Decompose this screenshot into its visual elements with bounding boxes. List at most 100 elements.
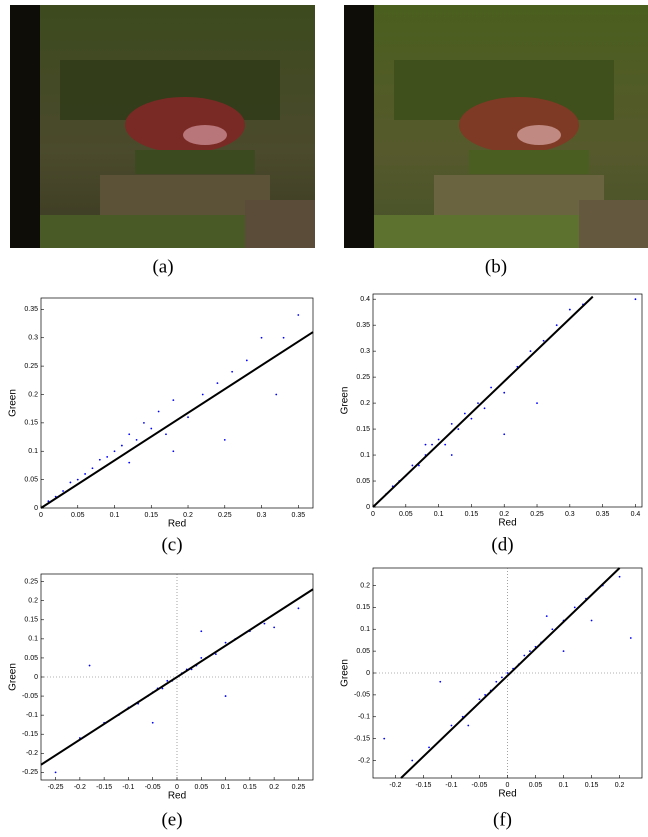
point — [503, 433, 506, 436]
y-tick-label: 0.15 — [356, 426, 370, 433]
point — [450, 724, 453, 727]
y-tick-label: 0.15 — [24, 617, 38, 624]
fit-line — [372, 295, 594, 508]
point — [506, 672, 509, 674]
x-tick-label: 0.4 — [631, 511, 641, 518]
point — [282, 336, 285, 339]
y-tick-label: 0.25 — [356, 374, 370, 381]
y-tick-label: 0.2 — [360, 582, 370, 589]
point — [444, 443, 447, 446]
point — [76, 478, 79, 481]
x-tick-label: -0.1 — [445, 782, 457, 789]
x-tick-label: 0.25 — [218, 512, 232, 519]
fit-line — [400, 567, 621, 779]
point — [200, 630, 203, 633]
point — [457, 428, 460, 430]
point — [484, 693, 486, 696]
x-tick-label: 0.2 — [183, 512, 193, 519]
point — [263, 622, 266, 625]
point — [618, 575, 621, 578]
y-tick-label: 0 — [366, 504, 370, 511]
point — [161, 687, 164, 690]
point — [477, 402, 479, 404]
y-tick-label: 0.35 — [24, 306, 38, 313]
y-axis-label: Green — [340, 387, 351, 415]
fit-line — [40, 331, 314, 509]
point — [245, 359, 248, 362]
y-tick-label: 0.4 — [360, 296, 370, 303]
y-tick-label: 0.15 — [24, 420, 38, 427]
point — [216, 382, 219, 385]
point — [128, 433, 131, 436]
point — [84, 473, 87, 475]
point — [500, 676, 503, 679]
y-tick-label: 0.2 — [28, 391, 38, 398]
y-tick-label: -0.1 — [26, 712, 38, 719]
point — [106, 456, 109, 458]
point — [383, 737, 386, 740]
point — [135, 438, 138, 441]
x-tick-label: -0.25 — [48, 784, 64, 791]
x-tick-label: 0.1 — [110, 512, 120, 519]
point — [143, 421, 145, 424]
y-tick-label: 0.1 — [360, 452, 370, 459]
point — [150, 427, 153, 430]
y-tick-label: 0 — [34, 505, 38, 512]
point — [439, 680, 442, 683]
point — [431, 443, 433, 446]
point — [545, 615, 548, 618]
point — [467, 724, 470, 727]
y-tick-label: -0.15 — [22, 731, 38, 738]
y-tick-label: 0 — [366, 670, 370, 677]
x-tick-label: 0.15 — [585, 782, 599, 789]
point — [424, 443, 427, 446]
point — [450, 454, 453, 456]
caption: (a) — [152, 256, 173, 277]
plot-frame — [372, 293, 643, 508]
y-axis-label: Green — [8, 389, 19, 417]
x-tick-label: 0.1 — [221, 784, 231, 791]
x-tick-label: 0.2 — [269, 784, 279, 791]
x-tick-label: 0.15 — [243, 784, 257, 791]
point — [542, 339, 545, 342]
y-tick-label: 0.15 — [356, 604, 370, 611]
y-tick-label: -0.2 — [358, 757, 370, 764]
x-tick-label: 0.35 — [291, 512, 305, 519]
point — [260, 336, 263, 339]
y-tick-label: -0.15 — [354, 735, 370, 742]
point — [201, 393, 204, 396]
y-tick-label: 0.1 — [360, 626, 370, 633]
x-tick-label: 0.05 — [71, 512, 85, 519]
point — [551, 628, 554, 631]
y-tick-label: 0.1 — [28, 636, 38, 643]
point — [590, 619, 593, 622]
caption: (f) — [493, 809, 512, 830]
y-tick-label: 0.25 — [24, 578, 38, 585]
point — [98, 458, 101, 461]
x-tick-label: -0.2 — [74, 784, 86, 791]
x-tick-label: -0.05 — [471, 782, 487, 789]
point — [437, 438, 440, 441]
point — [223, 438, 226, 441]
x-tick-label: 0.3 — [565, 511, 575, 518]
y-tick-label: 0.05 — [24, 476, 38, 483]
x-axis-label: Red — [168, 519, 186, 530]
x-tick-label: 0.05 — [194, 784, 208, 791]
point — [562, 650, 565, 653]
point — [88, 664, 91, 667]
x-tick-label: 0.2 — [499, 511, 509, 518]
point — [187, 416, 189, 419]
point — [120, 444, 123, 447]
photo-b — [344, 5, 648, 248]
y-tick-label: 0.35 — [356, 322, 370, 329]
x-tick-label: 0.25 — [530, 511, 544, 518]
point — [166, 679, 169, 682]
y-tick-label: 0.05 — [24, 655, 38, 662]
x-tick-label: 0 — [175, 784, 179, 791]
x-tick-label: 0.2 — [615, 782, 625, 789]
point — [224, 695, 227, 697]
photo-a — [10, 5, 315, 248]
point — [69, 481, 72, 484]
y-tick-label: 0.3 — [360, 348, 370, 355]
